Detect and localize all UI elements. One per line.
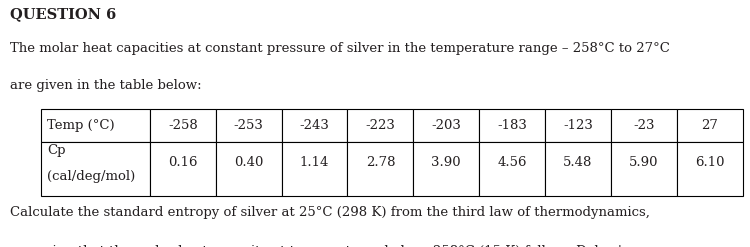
Bar bbox=[413, 142, 479, 196]
Text: 0.16: 0.16 bbox=[168, 156, 197, 169]
Bar bbox=[413, 109, 479, 142]
Bar bbox=[479, 142, 545, 196]
Text: -223: -223 bbox=[365, 119, 395, 132]
Bar bbox=[545, 142, 610, 196]
Text: (cal/deg/mol): (cal/deg/mol) bbox=[47, 169, 136, 183]
Bar bbox=[676, 142, 742, 196]
Text: 4.56: 4.56 bbox=[497, 156, 526, 169]
Text: -183: -183 bbox=[497, 119, 527, 132]
Text: -258: -258 bbox=[168, 119, 198, 132]
Text: 5.48: 5.48 bbox=[563, 156, 592, 169]
Text: QUESTION 6: QUESTION 6 bbox=[10, 7, 116, 21]
Bar bbox=[41, 142, 150, 196]
Text: 3.90: 3.90 bbox=[431, 156, 461, 169]
Text: 27: 27 bbox=[701, 119, 718, 132]
Bar bbox=[347, 142, 413, 196]
Text: are given in the table below:: are given in the table below: bbox=[10, 79, 201, 92]
Bar bbox=[347, 109, 413, 142]
Text: Calculate the standard entropy of silver at 25°C (298 K) from the third law of t: Calculate the standard entropy of silver… bbox=[10, 206, 650, 219]
Bar bbox=[610, 142, 676, 196]
Text: -243: -243 bbox=[299, 119, 329, 132]
Text: 6.10: 6.10 bbox=[694, 156, 724, 169]
Text: Cp: Cp bbox=[47, 144, 66, 158]
Bar bbox=[545, 109, 610, 142]
Text: 1.14: 1.14 bbox=[300, 156, 329, 169]
Text: The molar heat capacities at constant pressure of silver in the temperature rang: The molar heat capacities at constant pr… bbox=[10, 42, 670, 55]
Text: 5.90: 5.90 bbox=[629, 156, 658, 169]
Bar bbox=[281, 109, 347, 142]
Bar bbox=[281, 142, 347, 196]
Bar bbox=[41, 109, 150, 142]
Bar bbox=[150, 142, 216, 196]
Bar bbox=[479, 109, 545, 142]
Bar bbox=[676, 109, 742, 142]
Bar bbox=[216, 109, 281, 142]
Text: -203: -203 bbox=[431, 119, 461, 132]
Bar bbox=[610, 109, 676, 142]
Bar bbox=[216, 142, 281, 196]
Text: -253: -253 bbox=[234, 119, 264, 132]
Text: Temp (°C): Temp (°C) bbox=[47, 119, 115, 132]
Text: 0.40: 0.40 bbox=[234, 156, 263, 169]
Text: -123: -123 bbox=[563, 119, 592, 132]
Text: 2.78: 2.78 bbox=[366, 156, 395, 169]
Text: -23: -23 bbox=[633, 119, 655, 132]
Text: assuming that the molar heat capacity at temperatures below -258°C (15 K) follow: assuming that the molar heat capacity at… bbox=[10, 245, 628, 247]
Bar bbox=[150, 109, 216, 142]
